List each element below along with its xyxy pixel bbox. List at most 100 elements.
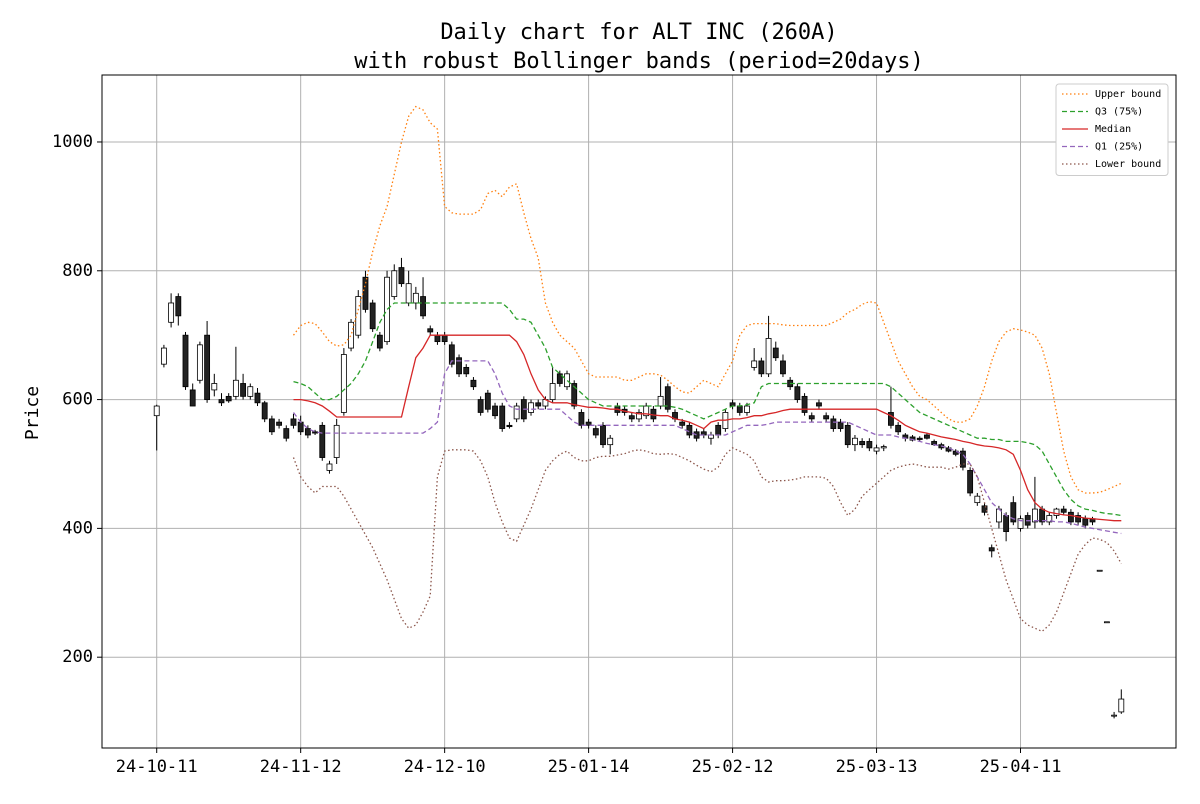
candle-body	[549, 383, 556, 400]
candle-body	[398, 267, 405, 285]
candle-body	[528, 402, 534, 413]
candle-body	[240, 383, 247, 397]
candle-body	[916, 437, 923, 440]
candle-body	[297, 421, 304, 433]
candle-body	[312, 431, 318, 434]
candle-body	[348, 321, 354, 349]
candle-body	[974, 495, 981, 504]
candle-body	[643, 405, 650, 417]
candle-body	[794, 386, 801, 400]
candle-body	[1017, 518, 1024, 529]
candle-body	[880, 446, 887, 449]
candle-body	[247, 386, 254, 397]
plot-frame	[101, 74, 1177, 749]
candle-body	[362, 276, 369, 310]
candle-body	[168, 302, 175, 323]
candle-body	[967, 470, 974, 494]
candle-body	[1003, 515, 1010, 533]
candle-body	[873, 447, 880, 452]
candle-body	[319, 424, 326, 458]
candle-body	[355, 296, 362, 336]
candle-body	[823, 415, 830, 420]
candle-body	[664, 386, 671, 410]
candle-body	[744, 405, 750, 413]
candle-body	[463, 366, 470, 375]
legend-label: Q3 (75%)	[1095, 107, 1143, 118]
band-line	[293, 302, 1122, 517]
legend-label: Upper bound	[1095, 89, 1161, 100]
candle-body	[470, 379, 477, 388]
band-line	[292, 105, 1122, 494]
candle-body	[499, 405, 506, 429]
candle-body	[1067, 511, 1074, 523]
chart-title: Daily chart for ALT INC (260A)	[440, 20, 837, 45]
x-tick-label: 24-11-12	[260, 757, 342, 777]
candle-body	[218, 399, 225, 404]
candle-body	[1060, 508, 1067, 513]
x-tick-label: 25-01-14	[548, 757, 630, 777]
candle-body	[801, 395, 808, 413]
candle-body	[866, 441, 873, 449]
candle-body	[175, 296, 182, 317]
x-tick-label: 25-03-13	[836, 757, 918, 777]
candle-body	[196, 344, 203, 381]
x-tick-label: 24-10-11	[116, 757, 198, 777]
candle-body	[211, 383, 218, 391]
candle-body	[751, 360, 758, 368]
candle-body	[448, 344, 455, 365]
candle-body	[333, 424, 340, 458]
candle-body	[592, 428, 599, 436]
candle-body	[600, 424, 606, 446]
candle-body	[456, 357, 462, 375]
candle-body	[535, 402, 542, 407]
candle-body	[484, 392, 491, 410]
candle-body	[182, 334, 189, 388]
y-tick-label: 400	[62, 518, 93, 538]
candle-body	[204, 334, 211, 400]
candle-body	[981, 505, 988, 513]
candle-body	[477, 399, 484, 413]
candle-body	[1031, 508, 1038, 523]
candle-body	[261, 402, 268, 420]
candle-body	[736, 405, 743, 413]
candle-body	[924, 434, 930, 439]
candle-body	[895, 424, 902, 433]
candle-body	[636, 412, 642, 420]
candle-body	[412, 292, 419, 304]
candle-body	[420, 296, 426, 317]
candle-body	[232, 379, 239, 397]
candle-body	[837, 421, 844, 429]
candle-body	[772, 347, 779, 359]
candle-body	[1046, 515, 1053, 523]
candle-body	[326, 463, 333, 471]
legend-label: Q1 (25%)	[1095, 142, 1143, 153]
candle-body	[715, 424, 722, 436]
candle-body	[268, 418, 275, 433]
candle-body	[628, 415, 635, 420]
candle-body	[1075, 515, 1082, 523]
candle-body	[391, 270, 398, 297]
candle-body	[492, 405, 498, 417]
candle-body	[304, 428, 311, 436]
candle-body	[852, 437, 858, 446]
candle-body	[859, 441, 866, 446]
x-tick-label: 25-02-12	[692, 757, 774, 777]
candle-body	[1096, 569, 1103, 572]
candle-body	[585, 421, 592, 426]
candle-body	[816, 402, 822, 407]
y-tick-label: 200	[62, 647, 93, 667]
candle-body	[384, 276, 390, 343]
candle-body	[578, 412, 585, 426]
legend-label: Lower bound	[1095, 159, 1161, 170]
candle-body	[189, 389, 196, 407]
y-tick-label: 800	[62, 261, 93, 281]
candle-body	[844, 424, 851, 446]
candle-body	[830, 418, 837, 429]
candle-body	[693, 431, 700, 439]
candle-body	[1010, 502, 1017, 523]
candle-body	[1118, 698, 1125, 713]
candle-body	[686, 424, 693, 436]
candle-body	[405, 283, 412, 304]
candle-body	[556, 373, 563, 384]
